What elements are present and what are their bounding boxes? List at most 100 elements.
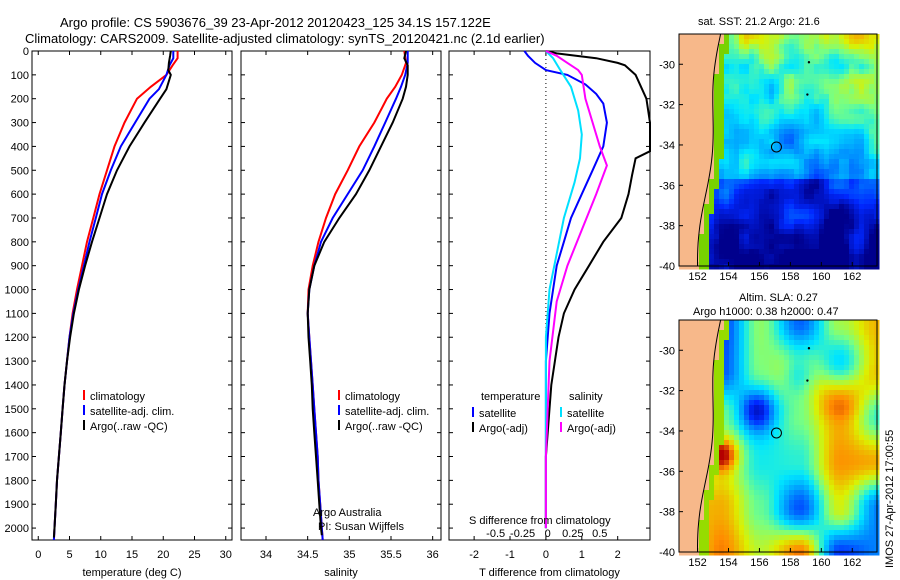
- map-cell: [859, 320, 865, 326]
- map-cell: [709, 264, 715, 270]
- map-cell: [819, 99, 825, 105]
- map-cell: [859, 84, 865, 90]
- map-cell: [844, 134, 850, 140]
- map-cell: [699, 325, 705, 331]
- map-cell: [804, 495, 810, 501]
- map-cell: [679, 169, 685, 175]
- map-cell: [809, 179, 815, 185]
- map-cell: [724, 99, 730, 105]
- map-cell: [869, 350, 875, 356]
- map-cell: [724, 234, 730, 240]
- map-cell: [699, 485, 705, 491]
- map-cell: [764, 470, 770, 476]
- map-cell: [754, 425, 760, 431]
- map-cell: [699, 149, 705, 155]
- map-cell: [719, 485, 725, 491]
- map-cell: [764, 495, 770, 501]
- map-cell: [814, 410, 820, 416]
- map-cell: [719, 244, 725, 250]
- map-cell: [784, 169, 790, 175]
- map-cell: [794, 350, 800, 356]
- map-cell: [684, 450, 690, 456]
- map-cell: [714, 425, 720, 431]
- map-cell: [784, 59, 790, 65]
- map-cell: [829, 470, 835, 476]
- map-cell: [864, 365, 870, 371]
- map-cell: [844, 435, 850, 441]
- map-cell: [864, 360, 870, 366]
- map-cell: [864, 49, 870, 55]
- map-cell: [809, 520, 815, 526]
- map-cell: [804, 385, 810, 391]
- map-cell: [739, 169, 745, 175]
- map-cell: [849, 450, 855, 456]
- map-cell: [744, 550, 750, 556]
- diff-legend-item: satellite: [567, 408, 604, 420]
- map-cell: [824, 375, 830, 381]
- map-cell: [859, 149, 865, 155]
- map-cell: [754, 475, 760, 481]
- map-cell: [849, 410, 855, 416]
- map-cell: [749, 440, 755, 446]
- map-cell: [844, 390, 850, 396]
- map-cell: [764, 410, 770, 416]
- map-cell: [794, 445, 800, 451]
- lat-tick-label: -36: [659, 180, 675, 192]
- map-cell: [684, 129, 690, 135]
- map-cell: [794, 94, 800, 100]
- map-cell: [869, 99, 875, 105]
- map-cell: [679, 44, 685, 50]
- map-cell: [679, 204, 685, 210]
- map-cell: [759, 239, 765, 245]
- map-cell: [864, 164, 870, 170]
- map-cell: [719, 189, 725, 195]
- map-cell: [684, 410, 690, 416]
- map-cell: [724, 430, 730, 436]
- map-cell: [714, 264, 720, 270]
- map-cell: [714, 214, 720, 220]
- map-cell: [834, 380, 840, 386]
- map-cell: [794, 109, 800, 115]
- map-cell: [869, 335, 875, 341]
- map-cell: [709, 505, 715, 511]
- map-cell: [684, 114, 690, 120]
- map-cell: [849, 550, 855, 556]
- map-cell: [734, 204, 740, 210]
- map-cell: [689, 184, 695, 190]
- map-cell: [834, 49, 840, 55]
- map-cell: [749, 264, 755, 270]
- map-cell: [769, 340, 775, 346]
- map-cell: [739, 410, 745, 416]
- map-cell: [809, 490, 815, 496]
- map-cell: [764, 385, 770, 391]
- map-cell: [709, 345, 715, 351]
- map-cell: [849, 264, 855, 270]
- map-cell: [724, 109, 730, 115]
- map-cell: [739, 49, 745, 55]
- map-cell: [814, 264, 820, 270]
- map-cell: [689, 104, 695, 110]
- map-cell: [804, 44, 810, 50]
- map-cell: [694, 259, 700, 265]
- map-cell: [714, 365, 720, 371]
- map-cell: [844, 189, 850, 195]
- map-cell: [729, 395, 735, 401]
- salinity-xtick-label: 34.5: [297, 549, 318, 561]
- map-cell: [754, 490, 760, 496]
- map-cell: [769, 445, 775, 451]
- map-cell: [829, 375, 835, 381]
- island-dot: [806, 379, 809, 382]
- map-cell: [804, 425, 810, 431]
- map-cell: [714, 254, 720, 260]
- map-cell: [719, 370, 725, 376]
- map-cell: [689, 460, 695, 466]
- map-cell: [839, 435, 845, 441]
- map-cell: [839, 485, 845, 491]
- map-cell: [679, 530, 685, 536]
- salinity-xtick-label: 35.5: [380, 549, 401, 561]
- map-cell: [799, 119, 805, 125]
- map-cell: [869, 415, 875, 421]
- map-cell: [739, 400, 745, 406]
- map-cell: [809, 89, 815, 95]
- map-cell: [784, 380, 790, 386]
